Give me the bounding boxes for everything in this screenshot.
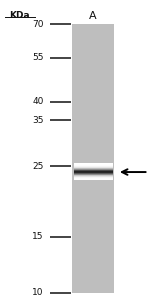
Bar <box>74 167 112 168</box>
Bar <box>74 178 112 179</box>
Text: 10: 10 <box>32 288 44 297</box>
Text: A: A <box>89 11 97 21</box>
Bar <box>74 175 112 176</box>
Bar <box>74 179 112 180</box>
Bar <box>74 164 112 165</box>
Bar <box>72 24 114 293</box>
Text: 15: 15 <box>32 232 44 241</box>
Bar <box>74 178 112 179</box>
Text: 40: 40 <box>32 97 44 106</box>
Bar <box>74 180 112 181</box>
Bar <box>74 177 112 178</box>
Bar <box>74 172 112 173</box>
Bar <box>74 174 112 175</box>
Bar <box>74 166 112 167</box>
Bar <box>74 177 112 178</box>
Bar <box>74 179 112 180</box>
Bar <box>74 170 112 171</box>
Bar <box>74 168 112 169</box>
Bar <box>74 163 112 164</box>
Bar <box>74 168 112 169</box>
Bar <box>74 172 112 173</box>
Text: 70: 70 <box>32 20 44 29</box>
Bar <box>74 170 112 171</box>
Bar <box>74 176 112 177</box>
Text: 35: 35 <box>32 116 44 124</box>
Bar <box>74 174 112 175</box>
Bar <box>74 175 112 176</box>
Bar <box>74 170 112 171</box>
Bar <box>74 173 112 174</box>
Text: 55: 55 <box>32 53 44 62</box>
Bar <box>74 173 112 174</box>
Bar <box>74 177 112 178</box>
Text: KDa: KDa <box>9 11 30 20</box>
Text: 25: 25 <box>32 162 44 171</box>
Bar <box>74 165 112 166</box>
Bar <box>74 166 112 167</box>
Bar <box>74 171 112 172</box>
Bar <box>74 169 112 170</box>
Bar <box>74 176 112 177</box>
Bar <box>74 167 112 168</box>
Bar <box>74 165 112 166</box>
Bar <box>74 169 112 170</box>
Bar <box>74 171 112 172</box>
Bar <box>74 164 112 165</box>
